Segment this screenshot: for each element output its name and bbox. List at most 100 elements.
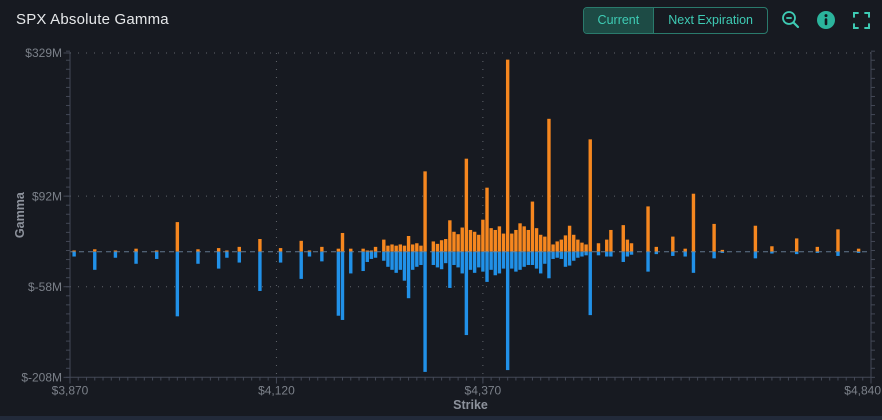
call-bar [307,250,312,252]
call-bar [477,234,481,252]
put-bar [472,251,477,273]
put-bar [415,251,419,267]
page-title: SPX Absolute Gamma [16,11,169,28]
put-bar [278,251,283,263]
call-bar [448,220,452,252]
put-bar [567,251,572,266]
put-bar [444,251,448,264]
call-bar [836,229,840,252]
put-bar [237,251,241,263]
put-bar [398,251,403,270]
put-bar [815,251,820,253]
call-bar [530,201,535,252]
call-bar [609,229,613,252]
info-icon[interactable] [814,8,838,32]
put-bar [406,251,411,299]
put-bar [134,251,138,264]
fullscreen-icon[interactable] [849,8,873,32]
call-bar [435,243,440,252]
call-bar [567,225,572,252]
call-bar [468,229,473,252]
put-bar [510,251,514,269]
y-tick-label: $-58M [28,280,62,294]
put-bar [720,251,725,253]
put-bar [349,251,353,274]
toggle-next-expiration-button[interactable]: Next Expiration [653,8,767,33]
call-bar [510,233,514,252]
call-bar [415,243,419,252]
call-bar [113,250,118,252]
put-bar [307,251,312,257]
call-bar [654,246,658,252]
fullscreen-expand-glyph [852,11,870,29]
put-bar [856,251,861,253]
call-bar [456,234,460,252]
put-bar [584,251,588,256]
put-bar [320,251,324,262]
call-bar [472,231,477,252]
header-controls: Current Next Expiration [582,7,873,34]
put-bar [538,251,543,274]
put-bar [369,251,374,259]
call-bar [423,171,427,252]
put-bar [559,251,564,259]
put-bar [518,251,522,270]
put-bar [258,251,262,291]
put-bar [493,251,497,276]
put-bar [394,251,398,273]
put-bar [336,251,341,316]
call-bar [196,249,200,252]
put-bar [93,251,97,270]
call-bar [522,226,526,252]
call-bar [691,193,696,252]
call-bar [555,241,559,252]
call-bar [518,223,522,252]
x-tick-label: $3,870 [52,384,89,398]
call-bar [175,222,180,252]
call-bar [386,245,390,252]
put-bar [431,251,436,265]
put-bar [501,251,506,269]
put-bar [196,251,200,264]
call-bar [720,249,725,252]
put-bar [794,251,799,255]
put-bar [555,251,559,258]
put-bar [691,251,696,273]
call-bar [605,239,609,252]
put-bar [543,251,547,264]
put-bar [580,251,584,257]
call-bar [394,245,398,252]
call-bar [155,250,159,252]
put-bar [72,251,76,257]
call-bar [481,219,485,252]
call-bar [671,236,675,252]
info-circle-glyph [817,11,835,30]
toggle-current-button[interactable]: Current [583,8,654,33]
call-bar [497,226,502,252]
y-tick-label: $329M [25,46,62,60]
call-bar [588,139,592,252]
put-bar [386,251,390,267]
call-bar [770,246,774,252]
put-bar [654,251,658,255]
put-bar [175,251,180,317]
put-bar [753,251,758,259]
call-bar [419,245,423,252]
put-bar [576,251,580,258]
expiration-toggle: Current Next Expiration [582,7,768,34]
call-bar [683,248,687,252]
call-bar [856,248,861,252]
call-bar [489,228,493,252]
call-bar [551,244,555,252]
put-bar [551,251,555,259]
x-tick-label: $4,840 [844,384,881,398]
zoom-out-icon[interactable] [779,8,803,32]
put-bar [299,251,303,279]
call-bar [373,246,378,252]
put-bar [373,251,378,258]
put-bar [621,251,625,262]
call-bar [485,187,489,252]
call-bar [72,250,76,252]
put-bar [522,251,526,267]
